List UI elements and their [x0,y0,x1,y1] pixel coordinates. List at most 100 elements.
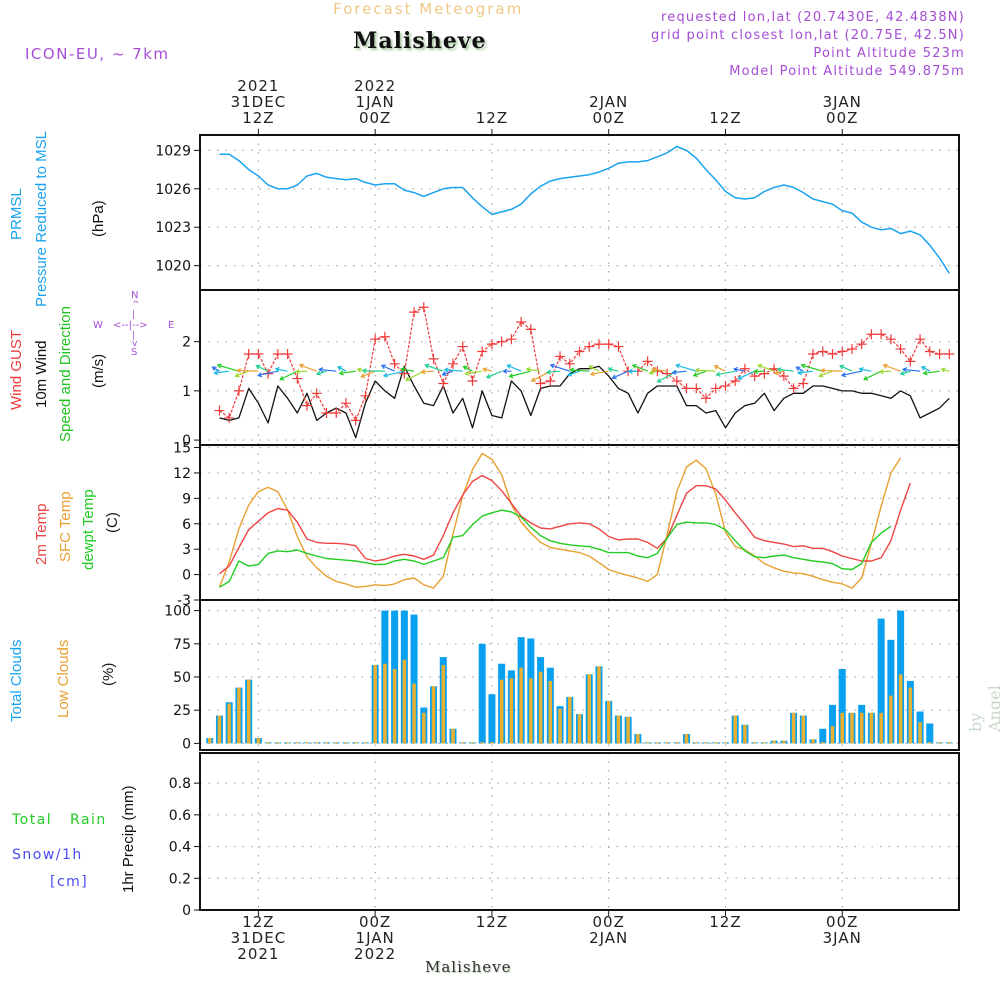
low-cloud-bar [752,742,757,744]
gust-marker [574,346,585,357]
wind-direction-arrow [442,370,454,376]
low-cloud-bar [713,742,718,744]
ytick-label: 1029 [155,143,191,159]
grid-layer [200,135,959,911]
wind-arrow-head [236,367,242,374]
time-label-line: 00Z [826,913,859,931]
wind-arrow-head [651,366,657,373]
low-cloud-bar [548,680,553,744]
wind-arrow-head [382,372,388,378]
low-cloud-bar [743,724,747,744]
top-time-label: 2021 31DEC 12Z [218,78,298,126]
total-cloud-bar [488,694,496,744]
gust-line [219,306,950,421]
total-cloud-bar [877,618,885,744]
gust-marker [350,415,361,426]
wind-direction-arrow [839,365,853,372]
low-cloud-bar [207,738,212,744]
gust-marker [321,408,332,419]
wind-arrow-head [776,367,782,373]
low-cloud-bar [782,740,786,744]
low-cloud-bar [606,700,611,744]
wind-direction-arrow [316,370,327,375]
wind-arrow-head [462,365,468,371]
compass-down-arrow: | v [132,331,138,349]
time-label-line: 12Z [242,109,275,127]
wind-direction-arrow [550,364,570,372]
gust-marker [428,353,439,364]
wind-direction-arrow [463,365,473,372]
gust-marker [915,334,926,345]
total-cloud-bar [828,704,837,744]
bottom-time-label: 12Z [685,914,765,962]
wind-arrow-head [234,372,240,378]
ytick-label: 6 [182,517,191,533]
wind-direction-arrow [716,370,736,376]
time-label-line: 3JAN [822,929,862,947]
wind-direction-arrow [798,370,814,374]
low-cloud-bar [636,734,640,744]
top-time-label: 12Z [452,78,532,126]
low-cloud-bar [898,674,903,744]
ytick-label: 0 [182,433,191,449]
gust-marker [331,408,342,419]
ytick-label: 75 [173,637,191,653]
wind-arrow-head [464,370,470,376]
gust-marker [477,346,488,357]
wind-arrow-head [692,372,698,377]
bottom-time-label: 00Z 1JAN 2022 [335,914,415,962]
wind-arrow-head [611,374,617,380]
gust-marker [671,376,682,387]
wind-arrow-head [213,370,219,376]
panel-frame [199,134,960,291]
low-cloud-bar [928,742,932,744]
wind-arrow-head [858,366,864,373]
wind-arrow-head [298,363,304,369]
wind-direction-arrow [695,369,716,372]
gust-marker [710,383,721,394]
wind-arrow-head [211,366,217,371]
wind-arrow-head [337,366,343,371]
wind-arrow-head [404,376,411,382]
gust-marker [253,348,264,359]
wind-direction-arrow [672,370,687,374]
wind-arrow-head [733,367,739,373]
point-altitude: Point Altitude 523m [813,46,965,61]
wind-direction-arrow [588,365,600,372]
low-cloud-bar [733,715,737,744]
gust-marker [224,412,235,423]
time-label-line: 00Z [826,109,859,127]
wind-direction-arrow [296,370,308,373]
gust-marker [243,348,254,359]
wind-direction-arrow [693,370,707,377]
time-label-line: 2JAN [589,929,629,947]
wind-direction-arrow [383,370,405,377]
wind-arrow-head [840,372,847,378]
wind-direction-arrow [381,364,395,372]
low-cloud-bar [908,687,913,744]
time-label-line: 00Z [592,109,625,127]
gust-marker [496,336,507,347]
gust-marker [516,316,527,327]
wind-arrow-head [818,372,824,378]
low-cloud-bar [704,742,708,744]
gust-marker [525,324,536,335]
wind-arrow-head [882,363,888,369]
gust-marker [681,383,692,394]
wind-arrow-head [694,367,700,373]
gust-marker [613,341,624,352]
time-label-line: 00Z [358,109,392,127]
wind-direction-arrow [879,370,891,373]
wind-arrow-head [878,369,884,375]
low-cloud-bar [675,742,679,744]
wind-arrow-head [257,372,263,378]
wind-direction-arrow [777,368,794,372]
gust-marker [272,348,283,359]
wind-arrow-head [420,369,426,375]
compass-e: E [168,320,175,331]
temp-2m-line [219,474,911,575]
gust-marker [593,339,604,350]
gust-marker [856,339,867,350]
time-label-line: 1JAN [355,929,395,947]
gust-marker [759,368,770,379]
